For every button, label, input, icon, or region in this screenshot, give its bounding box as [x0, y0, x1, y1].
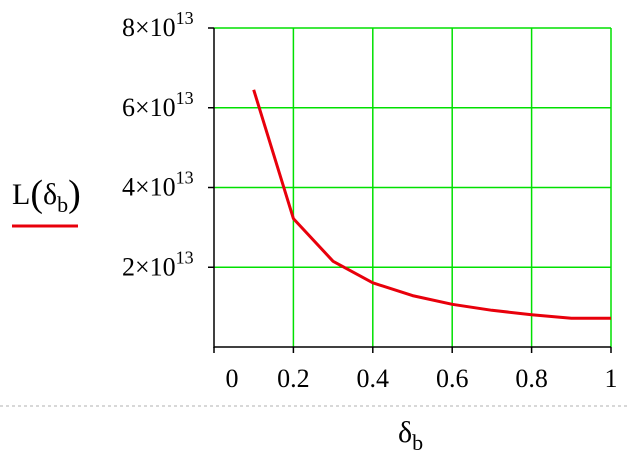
ylabel-open-paren: ( [30, 173, 43, 215]
series-line-0 [252, 89, 611, 320]
ylabel-symbol: δ [43, 178, 57, 211]
svg-text:δb: δb [398, 416, 423, 452]
x-tick-label-0: 0 [226, 364, 239, 393]
x-tick-label-4: 0.8 [515, 364, 548, 393]
y-axis-label: L(δb) [12, 173, 81, 228]
y-tick-label-2: 6×1013 [122, 88, 194, 122]
x-tick-label-3: 0.6 [436, 364, 469, 393]
ylabel-close-paren: ) [68, 173, 81, 215]
x-tick-label-2: 0.4 [357, 364, 390, 393]
x-axis-label: δb [398, 416, 423, 452]
ylabel-subscript: b [57, 192, 68, 217]
x-tick-label-5: 1 [605, 364, 618, 393]
ylabel-main: L [12, 178, 30, 211]
y-tick-label-1: 4×1013 [122, 168, 194, 202]
y-tick-label-3: 8×1013 [122, 8, 194, 42]
svg-text:L(δb): L(δb) [12, 173, 81, 217]
y-tick-labels: 2×1013 4×1013 6×1013 8×1013 [122, 8, 194, 281]
x-tick-labels: 0 0.2 0.4 0.6 0.8 1 [226, 364, 618, 393]
axes [208, 27, 612, 353]
xlabel-symbol: δ [398, 416, 412, 449]
series [252, 89, 611, 320]
y-tick-label-0: 2×1013 [122, 247, 194, 281]
grid [214, 27, 612, 347]
xlabel-subscript: b [412, 430, 423, 452]
x-tick-label-1: 0.2 [277, 364, 310, 393]
